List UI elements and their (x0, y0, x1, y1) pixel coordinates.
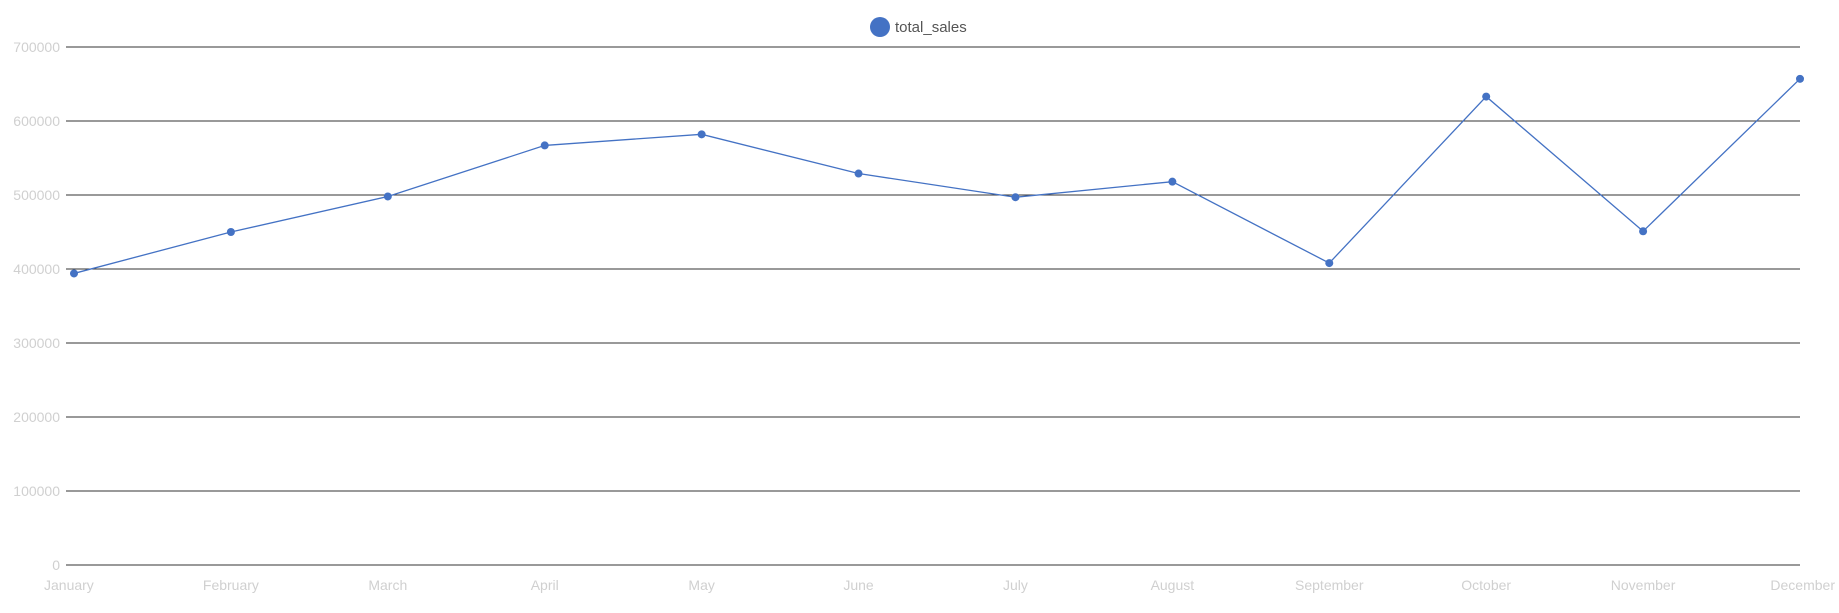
legend-marker-total-sales (870, 17, 890, 37)
legend-label-total-sales: total_sales (895, 19, 967, 36)
x-axis-ticks: January February March April May June July Augu… (44, 577, 1835, 593)
data-point[interactable] (226, 228, 235, 236)
data-point[interactable] (70, 269, 78, 278)
y-tick-label: 700000 (13, 39, 60, 55)
data-point[interactable] (697, 130, 706, 139)
data-point[interactable] (1011, 193, 1020, 202)
x-tick-label: October (1461, 577, 1511, 593)
data-point[interactable] (1168, 177, 1177, 186)
y-tick-label: 200000 (13, 409, 60, 425)
data-point[interactable] (1325, 259, 1334, 268)
x-tick-label: April (531, 577, 559, 593)
data-point[interactable] (1639, 227, 1648, 236)
x-tick-label: July (1003, 577, 1028, 593)
y-tick-label: 600000 (13, 113, 60, 129)
legend: total_sales (870, 17, 967, 37)
y-axis-ticks: 0 100000 200000 300000 400000 500000 600000 700… (13, 39, 60, 573)
y-tick-label: 300000 (13, 335, 60, 351)
x-tick-label: June (843, 577, 874, 593)
x-tick-label: September (1295, 577, 1364, 593)
x-tick-label: March (368, 577, 407, 593)
y-tick-label: 100000 (13, 483, 60, 499)
y-tick-label: 500000 (13, 187, 60, 203)
series-line-total_sales (73, 78, 1801, 275)
data-point[interactable] (854, 169, 863, 178)
y-tick-label: 400000 (13, 261, 60, 277)
data-point[interactable] (1796, 74, 1804, 83)
x-tick-label: January (44, 577, 94, 593)
series-total-sales (70, 74, 1804, 278)
x-tick-label: February (203, 577, 259, 593)
data-point[interactable] (540, 141, 549, 150)
x-tick-label: November (1611, 577, 1676, 593)
data-point[interactable] (1482, 92, 1491, 101)
x-tick-label: May (688, 577, 714, 593)
y-tick-label: 0 (52, 557, 60, 573)
data-point[interactable] (383, 192, 392, 201)
gridlines (66, 46, 1800, 566)
x-tick-label: August (1151, 577, 1195, 593)
x-tick-label: December (1770, 577, 1835, 593)
